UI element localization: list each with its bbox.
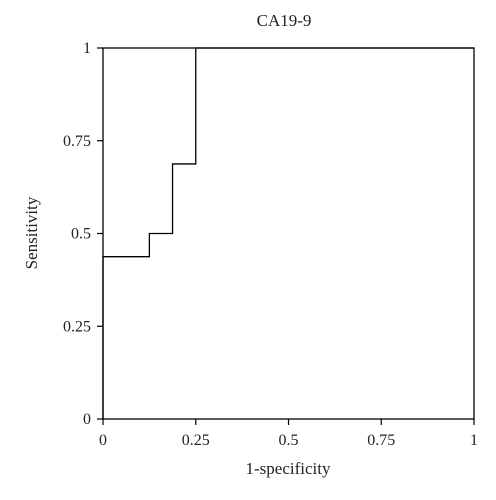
y-tick-label: 0.75 — [63, 133, 91, 150]
x-tick-label: 0 — [99, 432, 107, 449]
chart-title: CA19-9 — [257, 11, 312, 30]
y-tick-label: 0.5 — [71, 226, 91, 243]
x-axis: 0 0.25 0.5 0.75 1 — [99, 419, 478, 449]
x-tick-label: 0.75 — [367, 432, 395, 449]
y-tick-label: 1 — [83, 40, 91, 57]
y-axis: 0 0.25 0.5 0.75 1 — [63, 40, 103, 428]
y-tick-label: 0 — [83, 411, 91, 428]
x-axis-label: 1-specificity — [246, 459, 331, 478]
x-tick-label: 0.5 — [279, 432, 299, 449]
y-axis-label: Sensitivity — [22, 196, 41, 269]
y-tick-label: 0.25 — [63, 318, 91, 335]
x-tick-label: 0.25 — [182, 432, 210, 449]
roc-curve — [102, 47, 474, 419]
x-tick-label: 1 — [470, 432, 478, 449]
